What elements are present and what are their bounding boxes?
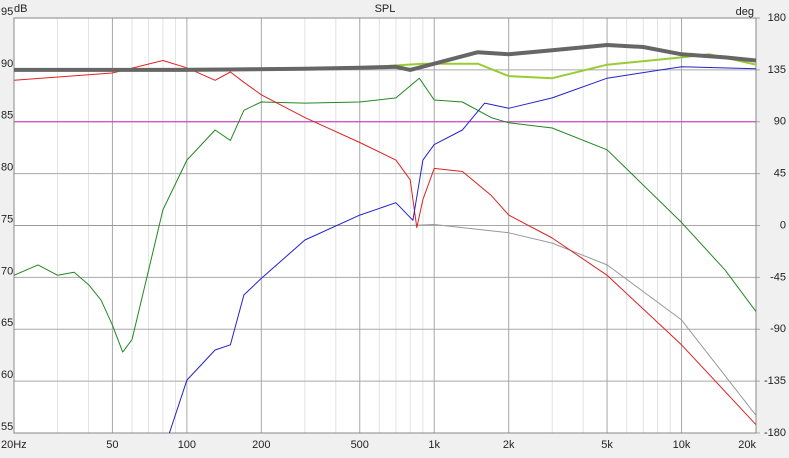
- y-tick-label: 75: [1, 213, 13, 225]
- x-tick-label: 20k: [738, 439, 756, 451]
- x-tick-label: 20Hz: [1, 439, 27, 451]
- x-tick-label: 50: [106, 439, 118, 451]
- y-tick-label: 85: [1, 110, 13, 122]
- chart-title: SPL: [375, 3, 396, 15]
- x-tick-label: 500: [351, 439, 369, 451]
- y2-tick-label: 135: [768, 64, 786, 76]
- x-tick-label: 1k: [428, 439, 440, 451]
- y2-tick-label: -180: [764, 427, 786, 439]
- series-line: [14, 60, 756, 426]
- y-tick-label: 55: [1, 421, 13, 433]
- y2-tick-label: 0: [780, 219, 786, 231]
- y2-tick-label: 180: [768, 12, 786, 24]
- x-tick-label: 10k: [673, 439, 691, 451]
- y-tick-label: 95: [1, 6, 13, 18]
- y2-tick-label: -135: [764, 375, 786, 387]
- y-tick-label: 90: [1, 58, 13, 70]
- y2-tick-label: -45: [770, 271, 786, 283]
- x-tick-label: 5k: [601, 439, 613, 451]
- x-tick-label: 200: [252, 439, 270, 451]
- y2-tick-label: 45: [774, 168, 786, 180]
- y-axis-label: dB: [14, 3, 27, 15]
- x-tick-label: 2k: [503, 439, 515, 451]
- y2-tick-label: -90: [770, 323, 786, 335]
- series-line: [14, 224, 756, 416]
- series-line: [168, 66, 756, 433]
- y-tick-label: 80: [1, 162, 13, 174]
- y-tick-label: 65: [1, 317, 13, 329]
- x-tick-label: 100: [178, 439, 196, 451]
- y2-axis-label: deg: [736, 6, 754, 18]
- y2-tick-label: 90: [774, 116, 786, 128]
- y-tick-label: 70: [1, 265, 13, 277]
- series-line: [14, 77, 756, 353]
- y-tick-label: 60: [1, 369, 13, 381]
- series-line: [14, 43, 756, 72]
